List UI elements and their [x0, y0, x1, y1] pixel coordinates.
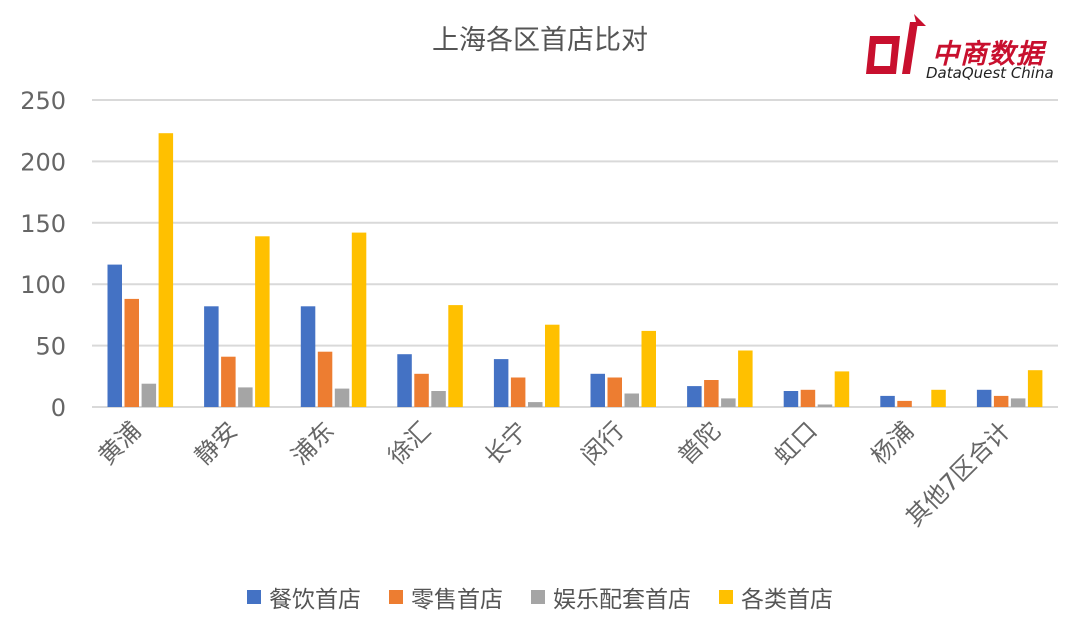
gridlines [92, 99, 1058, 408]
legend-swatch [719, 590, 733, 604]
bar [107, 264, 122, 407]
brand-logo: 中商数据 DataQuest China [862, 14, 1062, 84]
bar [255, 236, 270, 407]
chart-title: 上海各区首店比对 [432, 25, 648, 56]
legend-swatch [247, 590, 261, 604]
bar [687, 386, 702, 407]
legend-swatch [389, 590, 403, 604]
x-tick-label: 静安 [189, 416, 243, 470]
logo-name-cn: 中商数据 [932, 39, 1044, 70]
bar [704, 380, 719, 407]
legend-item: 零售首店 [389, 580, 503, 614]
bar [993, 395, 1009, 407]
bar [448, 305, 463, 407]
bar [783, 391, 799, 407]
bar [431, 391, 446, 407]
bar [124, 298, 139, 407]
x-tick-label: 黄浦 [93, 416, 147, 470]
bar [493, 359, 509, 407]
logo-name-en: DataQuest China [926, 64, 1054, 82]
x-tick-label: 虹口 [769, 416, 823, 470]
bar [221, 356, 236, 407]
bar [624, 393, 639, 407]
y-tick-label: 200 [20, 148, 66, 176]
y-tick-label: 150 [20, 210, 66, 238]
bar [931, 389, 946, 407]
x-tick-label: 杨浦 [866, 416, 920, 470]
bars [107, 133, 1043, 407]
bar [834, 371, 850, 407]
logo-mark-icon [866, 14, 926, 74]
bar [1027, 370, 1043, 407]
x-tick-label: 徐汇 [383, 416, 437, 470]
y-tick-label: 50 [35, 333, 66, 361]
bar [897, 400, 912, 407]
bar [158, 133, 174, 407]
bar [300, 306, 316, 407]
legend-swatch [531, 590, 545, 604]
x-tick-label: 长宁 [479, 416, 533, 470]
bar [204, 306, 219, 407]
bar [607, 377, 622, 407]
bar [397, 354, 412, 407]
bar [721, 398, 736, 407]
x-tick-label: 闵行 [576, 416, 630, 470]
bar [238, 387, 253, 407]
bar [545, 324, 560, 407]
bar [738, 350, 753, 407]
y-tick-label: 100 [20, 271, 66, 299]
legend-label: 娱乐配套首店 [553, 587, 691, 613]
y-tick-label: 250 [20, 87, 66, 115]
legend-label: 零售首店 [411, 587, 503, 613]
bar [817, 404, 833, 407]
bar [528, 402, 543, 407]
legend-item: 各类首店 [719, 580, 833, 614]
legend-label: 各类首店 [741, 587, 833, 613]
x-tick-label: 其他7区合计 [900, 416, 1015, 531]
bar [590, 373, 605, 407]
bar [800, 389, 816, 407]
bar [1010, 398, 1026, 407]
y-axis-ticks: 0 50 100 150 200 250 [20, 87, 66, 422]
bar [414, 373, 429, 407]
legend-label: 餐饮首店 [269, 587, 361, 613]
bar [976, 389, 992, 407]
legend: 餐饮首店 零售首店 娱乐配套首店 各类首店 [0, 580, 1080, 614]
bar [141, 383, 157, 407]
x-tick-label: 普陀 [672, 416, 726, 470]
bar [334, 388, 350, 407]
bar [351, 232, 367, 407]
bar [641, 330, 656, 407]
bar [317, 351, 333, 407]
legend-item: 娱乐配套首店 [531, 580, 691, 614]
bar [880, 395, 895, 407]
bar [510, 377, 526, 407]
y-tick-label: 0 [51, 394, 66, 422]
legend-item: 餐饮首店 [247, 580, 361, 614]
x-tick-label: 浦东 [286, 416, 340, 470]
